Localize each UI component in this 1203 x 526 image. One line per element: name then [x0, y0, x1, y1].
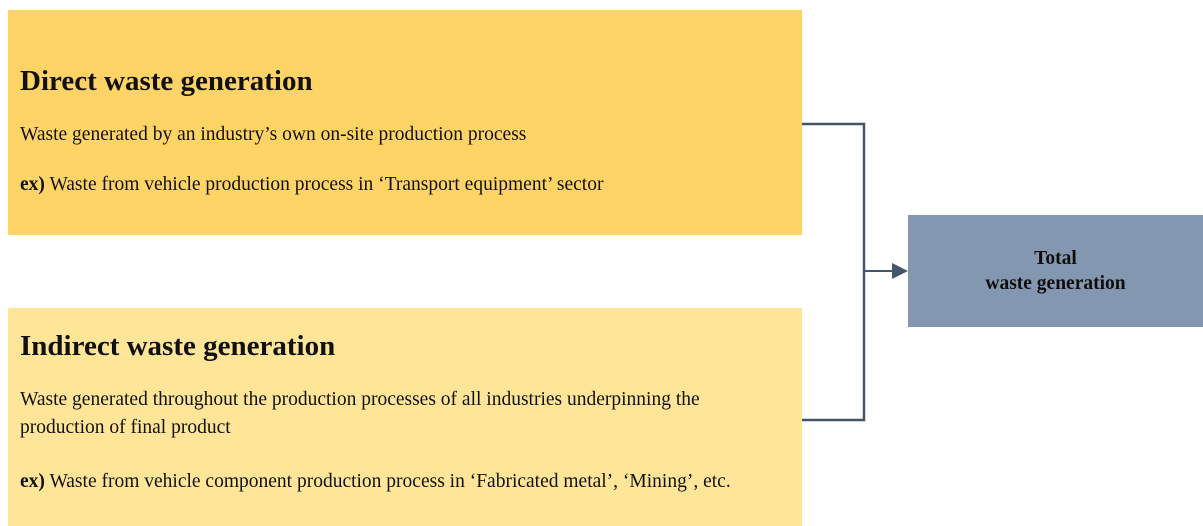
box-title: Indirect waste generation [20, 330, 336, 362]
box-description: Waste generated by an industry’s own on-… [20, 124, 527, 145]
target-label: waste generation [985, 273, 1126, 294]
box-example: ex) Waste from vehicle component product… [20, 468, 790, 496]
target-box: Total waste generation [908, 215, 1203, 327]
box-title: Direct waste generation [20, 65, 313, 97]
target-label: Total [1034, 248, 1077, 269]
example-prefix: ex) [20, 174, 45, 195]
box-description: Waste generated throughout the productio… [20, 389, 700, 438]
example-text: Waste from vehicle component production … [49, 471, 731, 492]
indirect-box: Indirect waste generation Waste generate… [8, 308, 802, 526]
direct-box: Direct waste generation Waste generated … [8, 10, 802, 235]
bracket [802, 122, 866, 422]
example-prefix: ex) [20, 471, 45, 492]
example-text: Waste from vehicle production process in… [49, 174, 604, 195]
box-example: ex) Waste from vehicle production proces… [20, 171, 800, 199]
